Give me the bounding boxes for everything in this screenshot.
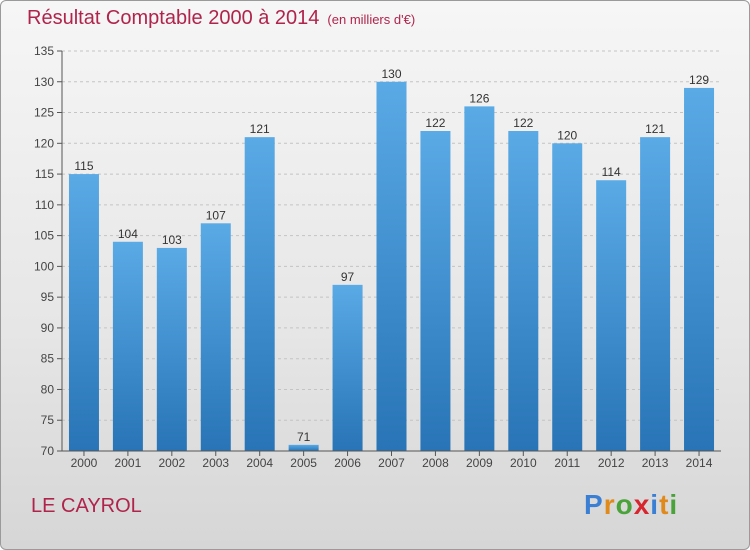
x-tick-label: 2011 <box>554 456 580 470</box>
value-label: 121 <box>250 122 270 136</box>
value-label: 115 <box>74 159 93 173</box>
y-tick-label: 105 <box>34 229 54 243</box>
logo-letter: o <box>615 489 634 520</box>
bars <box>68 81 715 452</box>
bar <box>464 106 495 451</box>
x-tick-label: 2008 <box>422 456 449 470</box>
value-label: 107 <box>206 208 226 222</box>
value-label: 120 <box>557 128 577 142</box>
x-tick-label: 2013 <box>642 456 669 470</box>
bar <box>640 137 671 451</box>
y-tick-label: 95 <box>41 290 55 304</box>
value-label: 103 <box>162 233 182 247</box>
logo-letter: t <box>659 489 670 520</box>
bar <box>244 137 275 451</box>
x-tick-label: 2006 <box>334 456 361 470</box>
proxiti-logo: Proxiti <box>584 489 678 521</box>
y-tick-label: 70 <box>41 444 55 458</box>
value-label: 130 <box>381 67 401 81</box>
logo-letter: i <box>669 489 679 520</box>
bar <box>684 87 715 451</box>
value-label: 122 <box>513 116 533 130</box>
x-tick-label: 2009 <box>466 456 493 470</box>
bar <box>376 81 407 452</box>
x-tick-label: 2000 <box>71 456 98 470</box>
bar <box>112 241 143 451</box>
x-tick-label: 2004 <box>246 456 273 470</box>
y-tick-label: 120 <box>34 136 54 150</box>
y-tick-label: 100 <box>34 259 54 273</box>
value-label: 97 <box>341 270 355 284</box>
x-tick-label: 2012 <box>598 456 625 470</box>
value-label: 121 <box>645 122 665 136</box>
y-tick-label: 90 <box>41 321 55 335</box>
bar <box>288 444 319 451</box>
value-label: 129 <box>689 73 709 87</box>
value-label: 122 <box>425 116 445 130</box>
bar <box>156 247 187 451</box>
y-tick-label: 85 <box>41 352 55 366</box>
logo-letter: P <box>584 489 604 520</box>
value-label: 104 <box>118 227 138 241</box>
x-tick-label: 2010 <box>510 456 537 470</box>
x-tick-label: 2014 <box>686 456 713 470</box>
y-tick-label: 80 <box>41 382 55 396</box>
value-label: 126 <box>469 91 489 105</box>
bar <box>596 180 627 451</box>
value-label: 114 <box>602 165 621 179</box>
bar <box>68 174 99 452</box>
y-tick-label: 115 <box>35 167 54 181</box>
logo-letter: r <box>603 489 616 520</box>
y-tick-label: 110 <box>35 198 54 212</box>
commune-name: LE CAYROL <box>31 495 142 517</box>
y-tick-label: 130 <box>34 75 54 89</box>
bar <box>420 131 451 451</box>
value-label: 71 <box>297 430 311 444</box>
labels: 115 104 103 107 121 71 97 130 122 126 122 120 114 121… <box>74 67 709 444</box>
logo-letter: i <box>650 489 660 520</box>
x-tick-label: 2003 <box>202 456 229 470</box>
title-text: Résultat Comptable 2000 à 2014 <box>27 7 320 29</box>
y-tick-label: 125 <box>34 106 54 120</box>
chart-title: Résultat Comptable 2000 à 2014 (en millie… <box>27 7 415 30</box>
x-tick-label: 2007 <box>378 456 405 470</box>
y-tick-label: 135 <box>34 44 54 58</box>
x-tick-label: 2002 <box>158 456 185 470</box>
unit-label: (en milliers d'€) <box>327 12 416 27</box>
logo-letter: x <box>633 489 651 520</box>
bar <box>552 143 583 452</box>
x-tick-label: 2005 <box>290 456 317 470</box>
bar <box>200 223 231 451</box>
y-tick-label: 75 <box>41 413 55 427</box>
bar <box>508 131 539 451</box>
x-tick-label: 2001 <box>115 456 142 470</box>
axes: 70 75 80 85 90 95 100 105 110 115 120 125 130 135 2000… <box>34 44 721 470</box>
bar <box>332 284 363 451</box>
